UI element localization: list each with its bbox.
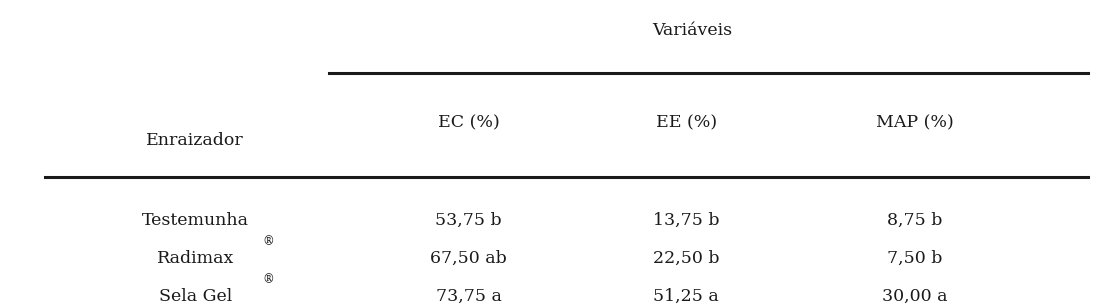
- Text: 51,25 a: 51,25 a: [654, 288, 719, 305]
- Text: ®: ®: [262, 235, 275, 248]
- Text: 7,50 b: 7,50 b: [887, 250, 943, 267]
- Text: Variáveis: Variáveis: [652, 22, 732, 39]
- Text: 53,75 b: 53,75 b: [435, 212, 502, 229]
- Text: Enraizador: Enraizador: [146, 132, 244, 149]
- Text: Radimax: Radimax: [156, 250, 234, 267]
- Text: EE (%): EE (%): [656, 114, 716, 131]
- Text: 22,50 b: 22,50 b: [653, 250, 720, 267]
- Text: Sela Gel: Sela Gel: [158, 288, 232, 305]
- Text: Testemunha: Testemunha: [142, 212, 249, 229]
- Text: 67,50 ab: 67,50 ab: [431, 250, 507, 267]
- Text: 13,75 b: 13,75 b: [653, 212, 720, 229]
- Text: EC (%): EC (%): [437, 114, 500, 131]
- Text: ®: ®: [262, 274, 275, 286]
- Text: 73,75 a: 73,75 a: [435, 288, 502, 305]
- Text: 30,00 a: 30,00 a: [883, 288, 947, 305]
- Text: MAP (%): MAP (%): [876, 114, 954, 131]
- Text: 8,75 b: 8,75 b: [887, 212, 943, 229]
